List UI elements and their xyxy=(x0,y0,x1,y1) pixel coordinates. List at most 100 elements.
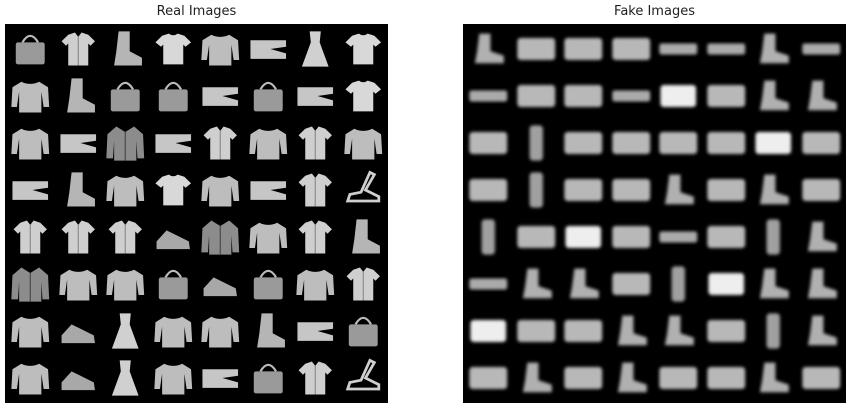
real-image-sneaker xyxy=(151,215,196,259)
fake-image-blur-wide xyxy=(466,356,511,400)
fake-image-blur-wide xyxy=(704,74,749,118)
real-image-trouser xyxy=(198,356,243,400)
real-image-pullover xyxy=(151,309,196,353)
real-image-dress xyxy=(103,356,148,400)
fake-image-blur-boot xyxy=(514,356,559,400)
fake-images-title: Fake Images xyxy=(614,4,695,19)
real-image-pullover xyxy=(8,309,53,353)
real-image-trouser xyxy=(293,74,338,118)
fake-image-blur-flat xyxy=(656,27,701,71)
fake-image-blur-wide xyxy=(609,121,654,165)
fake-image-blur-wide xyxy=(704,121,749,165)
fake-image-blur-wide xyxy=(466,121,511,165)
real-image-pullover xyxy=(198,27,243,71)
real-image-tshirt xyxy=(341,27,386,71)
real-image-pullover xyxy=(8,74,53,118)
fake-image-blur-wide xyxy=(704,215,749,259)
real-image-pullover xyxy=(8,121,53,165)
real-image-bag xyxy=(151,262,196,306)
fake-image-blur-boot xyxy=(751,356,796,400)
real-image-tshirt xyxy=(151,27,196,71)
real-image-pullover xyxy=(8,356,53,400)
real-image-sneaker xyxy=(56,356,101,400)
real-image-trouser xyxy=(56,121,101,165)
fake-image-blur-wide xyxy=(799,168,844,212)
fake-image-blur-wide xyxy=(514,309,559,353)
real-image-shirt xyxy=(293,356,338,400)
fake-image-blur-wide xyxy=(704,309,749,353)
real-image-shirt xyxy=(56,27,101,71)
fake-image-blur-narrow xyxy=(656,262,701,306)
real-image-bag xyxy=(246,262,291,306)
fake-image-blur-boot xyxy=(609,309,654,353)
real-images-grid xyxy=(5,24,388,403)
fake-image-blur-wide xyxy=(704,356,749,400)
real-image-trouser xyxy=(151,121,196,165)
real-image-coat xyxy=(8,262,53,306)
fake-image-blur-wide xyxy=(561,74,606,118)
fake-image-blur-wide xyxy=(704,168,749,212)
real-image-shirt xyxy=(341,262,386,306)
real-image-shirt xyxy=(293,168,338,212)
fake-image-blur-wide xyxy=(799,121,844,165)
real-image-boot xyxy=(56,74,101,118)
fake-image-blur-boot xyxy=(751,168,796,212)
fake-image-blur-wide xyxy=(514,27,559,71)
fake-image-blur-narrow xyxy=(751,309,796,353)
real-image-shirt xyxy=(103,215,148,259)
real-image-pullover xyxy=(246,215,291,259)
fake-image-blur-narrow xyxy=(514,168,559,212)
fake-image-blur-bright xyxy=(704,262,749,306)
real-image-pullover xyxy=(246,121,291,165)
real-image-sandal xyxy=(341,356,386,400)
fake-image-blur-wide xyxy=(514,215,559,259)
fake-image-blur-wide xyxy=(609,215,654,259)
fake-image-blur-boot xyxy=(514,262,559,306)
fake-image-blur-boot xyxy=(656,168,701,212)
fake-image-blur-wide xyxy=(609,262,654,306)
real-image-boot xyxy=(56,168,101,212)
real-image-pullover xyxy=(56,262,101,306)
real-image-dress xyxy=(103,309,148,353)
real-image-trouser xyxy=(246,27,291,71)
real-image-bag xyxy=(8,27,53,71)
fake-image-blur-boot xyxy=(751,27,796,71)
fake-image-blur-flat xyxy=(466,262,511,306)
real-image-pullover xyxy=(293,262,338,306)
real-image-pullover xyxy=(151,356,196,400)
fake-image-blur-bright xyxy=(751,121,796,165)
fake-image-blur-wide xyxy=(561,27,606,71)
real-image-pullover xyxy=(198,309,243,353)
real-image-dress xyxy=(293,27,338,71)
fake-image-blur-boot xyxy=(799,74,844,118)
real-image-trouser xyxy=(8,168,53,212)
fake-image-blur-boot xyxy=(466,27,511,71)
real-image-bag xyxy=(341,309,386,353)
real-image-tshirt xyxy=(341,74,386,118)
fake-image-blur-flat xyxy=(466,74,511,118)
real-image-shirt xyxy=(293,215,338,259)
real-image-bag xyxy=(246,356,291,400)
real-image-coat xyxy=(198,215,243,259)
real-image-sneaker xyxy=(56,309,101,353)
real-image-tshirt xyxy=(151,168,196,212)
real-image-pullover xyxy=(103,168,148,212)
fake-image-blur-wide xyxy=(609,168,654,212)
real-images-title: Real Images xyxy=(156,4,237,19)
fake-image-blur-bright xyxy=(656,74,701,118)
fake-image-blur-flat xyxy=(799,27,844,71)
fake-image-blur-narrow xyxy=(466,215,511,259)
fake-image-blur-boot xyxy=(656,309,701,353)
fake-image-blur-boot xyxy=(561,262,606,306)
fake-image-blur-bright xyxy=(561,215,606,259)
fake-image-blur-wide xyxy=(561,121,606,165)
fake-image-blur-bright xyxy=(466,309,511,353)
fake-image-blur-wide xyxy=(561,168,606,212)
real-image-trouser xyxy=(198,74,243,118)
fake-image-blur-boot xyxy=(799,309,844,353)
fake-image-blur-narrow xyxy=(514,121,559,165)
fake-image-blur-wide xyxy=(656,121,701,165)
real-image-shirt xyxy=(198,121,243,165)
real-image-pullover xyxy=(341,121,386,165)
real-image-bag xyxy=(103,74,148,118)
